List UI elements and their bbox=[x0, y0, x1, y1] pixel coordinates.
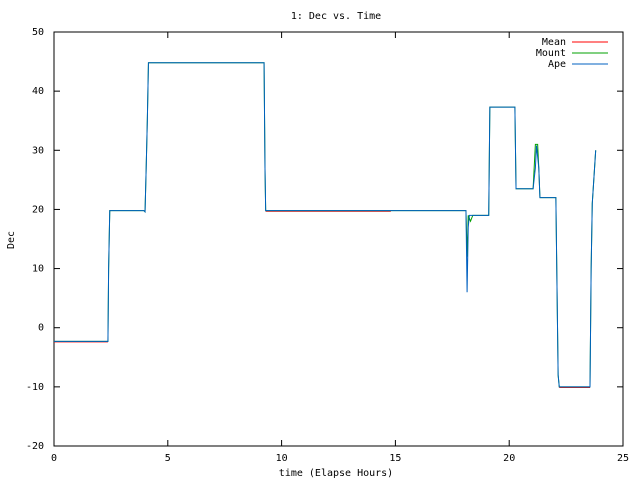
y-tick-label: 20 bbox=[32, 204, 44, 215]
y-axis-label: Dec bbox=[6, 231, 17, 249]
series-line bbox=[54, 210, 590, 388]
series-line bbox=[54, 62, 597, 388]
y-tick-label: 50 bbox=[32, 27, 44, 38]
y-tick-label: 0 bbox=[38, 323, 44, 334]
legend-label: Mount bbox=[536, 48, 566, 59]
plot-border bbox=[53, 31, 624, 447]
y-tick-label: 30 bbox=[32, 145, 44, 156]
chart-title: 1: Dec vs. Time bbox=[291, 11, 381, 22]
series-line bbox=[54, 62, 597, 388]
x-tick-label: 5 bbox=[165, 453, 171, 464]
y-tick-label: 10 bbox=[32, 264, 44, 275]
legend-label: Ape bbox=[548, 59, 566, 70]
x-tick-label: 15 bbox=[389, 453, 401, 464]
x-tick-label: 20 bbox=[503, 453, 515, 464]
x-axis-label: time (Elapse Hours) bbox=[279, 468, 393, 479]
x-tick-label: 0 bbox=[51, 453, 57, 464]
y-tick-label: -20 bbox=[26, 441, 44, 452]
y-tick-label: 40 bbox=[32, 86, 44, 97]
x-tick-label: 10 bbox=[276, 453, 288, 464]
legend-label: Mean bbox=[542, 37, 566, 48]
x-tick-label: 25 bbox=[617, 453, 629, 464]
y-tick-label: -10 bbox=[26, 382, 44, 393]
